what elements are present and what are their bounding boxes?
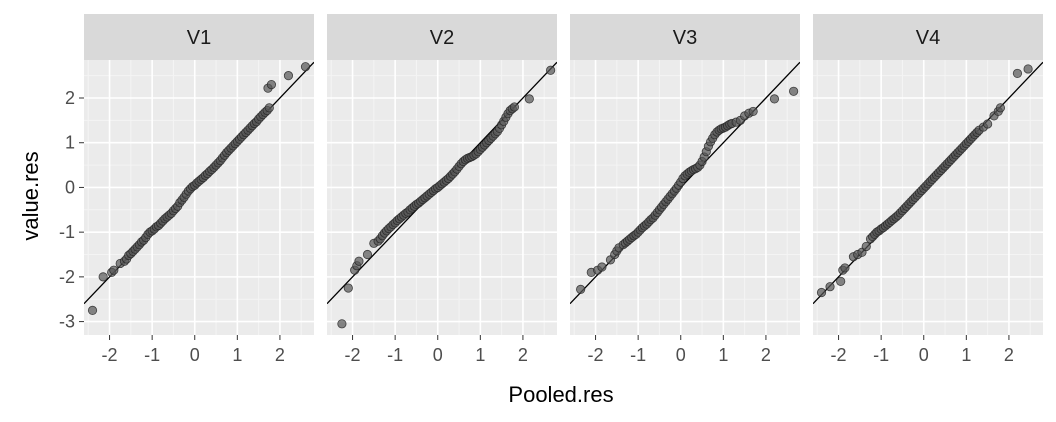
data-point — [354, 256, 364, 266]
x-tick-label: -2 — [102, 345, 118, 365]
facet-strip — [813, 14, 1043, 60]
data-point — [87, 305, 98, 316]
data-point — [266, 79, 277, 90]
x-axis-title: Pooled.res — [508, 382, 613, 407]
data-point — [362, 249, 373, 260]
data-point — [264, 103, 274, 113]
data-point — [983, 119, 993, 129]
data-point — [597, 262, 607, 272]
facet-panels: V1 V2 V3 V4 — [84, 14, 1043, 340]
x-tick-label: 0 — [190, 345, 200, 365]
data-point — [98, 272, 108, 282]
data-point — [995, 103, 1006, 113]
y-tick-label: -1 — [59, 222, 75, 242]
panel-plot-area — [570, 60, 800, 335]
panel-background — [84, 60, 314, 335]
panel-plot-area — [327, 60, 557, 335]
data-point — [861, 241, 871, 252]
x-tick-label: 0 — [919, 345, 929, 365]
facet-strip-label: V1 — [187, 27, 211, 49]
x-tick-label: 1 — [475, 345, 485, 365]
x-tick-label: -2 — [345, 345, 361, 365]
x-tick-label: 1 — [718, 345, 728, 365]
facet-strip-label: V2 — [430, 27, 454, 49]
y-axis-tick-labels: -3 -2 -1 0 1 2 — [59, 88, 84, 332]
data-point — [789, 86, 799, 96]
facet-strip-label: V3 — [673, 27, 697, 49]
facet-panel-v4: V4 — [813, 14, 1043, 340]
data-point — [524, 94, 534, 104]
facet-panel-v3: V3 — [570, 14, 800, 340]
panel-plot-area — [813, 60, 1043, 335]
data-point — [337, 319, 347, 329]
data-point — [769, 94, 780, 104]
x-tick-label: 0 — [433, 345, 443, 365]
data-point — [343, 283, 353, 293]
facet-panel-v2: V2 — [327, 14, 557, 340]
data-point — [748, 106, 758, 117]
x-tick-label: -2 — [588, 345, 604, 365]
data-point — [509, 102, 520, 112]
x-tick-label: -1 — [144, 345, 160, 365]
facet-strip — [327, 14, 557, 60]
x-axis-tick-labels: -2 -1 0 1 2 -2 -1 0 1 2 -2 -1 0 1 2 -2 -1 0 1 2 — [102, 345, 1014, 365]
data-point — [825, 282, 835, 292]
y-axis-title: value.res — [18, 151, 43, 240]
y-tick-label: 2 — [65, 88, 75, 108]
facet-strip — [84, 14, 314, 60]
panel-plot-area — [84, 60, 314, 335]
x-tick-label: 2 — [518, 345, 528, 365]
x-tick-label: 1 — [232, 345, 242, 365]
data-point — [836, 276, 846, 286]
panel-background — [570, 60, 800, 335]
data-point — [576, 284, 586, 294]
data-point — [840, 263, 850, 273]
y-tick-label: 1 — [65, 133, 75, 153]
facet-panel-v1: V1 — [84, 14, 314, 340]
data-point — [1023, 64, 1033, 74]
x-tick-label: -1 — [873, 345, 889, 365]
x-tick-label: 2 — [275, 345, 285, 365]
data-point — [283, 71, 294, 81]
x-tick-label: -1 — [630, 345, 646, 365]
panel-background — [813, 60, 1043, 335]
x-tick-label: 2 — [761, 345, 771, 365]
y-tick-label: -2 — [59, 267, 75, 287]
x-tick-label: 2 — [1004, 345, 1014, 365]
data-point — [109, 265, 119, 275]
facet-strip — [570, 14, 800, 60]
data-point — [1012, 68, 1023, 79]
data-point — [816, 287, 827, 298]
x-tick-label: 1 — [961, 345, 971, 365]
data-point — [546, 65, 556, 75]
x-tick-label: -1 — [387, 345, 403, 365]
x-tick-label: -2 — [831, 345, 847, 365]
x-tick-label: 0 — [676, 345, 686, 365]
y-tick-label: 0 — [65, 177, 75, 197]
facet-strip-label: V4 — [916, 27, 940, 49]
y-tick-label: -3 — [59, 312, 75, 332]
data-point — [300, 62, 311, 72]
